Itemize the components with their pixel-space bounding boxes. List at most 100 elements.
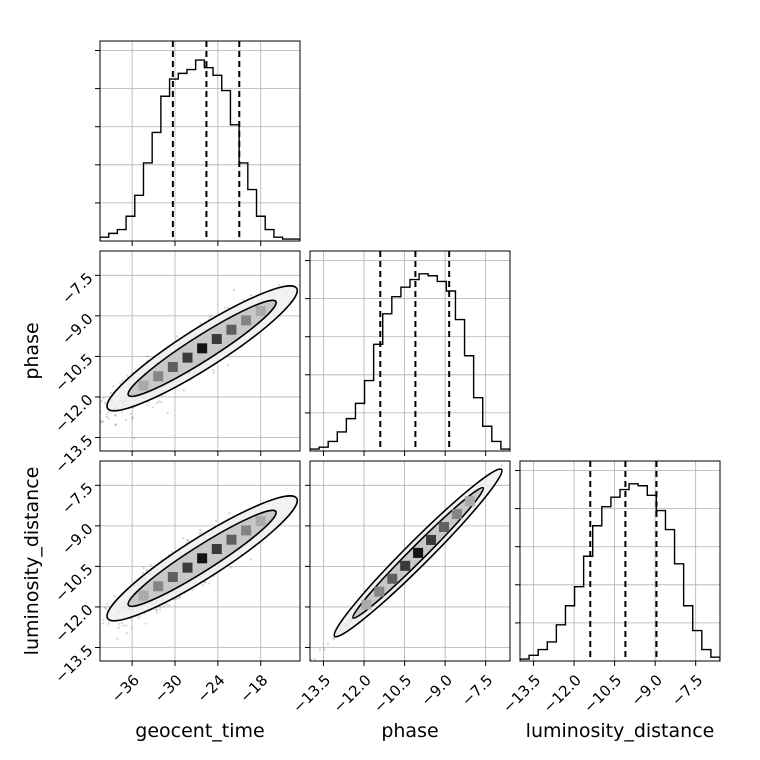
scatter-point: [100, 421, 103, 424]
density-bin: [451, 509, 462, 520]
scatter-point: [162, 605, 165, 608]
density-bin: [413, 547, 424, 558]
density-bins: [138, 306, 266, 391]
y-tick-label: −9.0: [58, 310, 96, 348]
density-bin: [153, 581, 164, 592]
density-bins: [138, 516, 266, 601]
scatter-point: [107, 417, 110, 420]
scatter-point: [155, 608, 159, 612]
density-bin: [182, 352, 193, 363]
density-bin: [255, 306, 266, 317]
scatter-point: [199, 322, 202, 325]
scatter-point: [232, 288, 235, 292]
density-bins: [361, 496, 475, 610]
density-bin: [241, 315, 252, 326]
scatter-point: [102, 420, 105, 424]
scatter-point: [130, 626, 133, 629]
x-tick-label: −30: [151, 671, 186, 706]
x-axis-label-geocent_time: geocent_time: [135, 720, 264, 742]
panel-frame: [309, 250, 511, 452]
scatter-point: [107, 622, 111, 625]
scatter-point: [155, 401, 158, 405]
scatter-point: [142, 566, 145, 570]
scatter-point: [102, 618, 105, 622]
scatter-point: [157, 400, 161, 403]
scatter-point: [170, 550, 173, 554]
scatter-point: [126, 374, 129, 378]
scatter-point: [203, 581, 206, 584]
scatter-point: [119, 382, 122, 385]
density-bin: [438, 522, 449, 533]
scatter-point: [101, 419, 104, 423]
gridlines: [100, 41, 300, 241]
scatter-point: [102, 397, 105, 400]
y-tick-label: −9.0: [58, 520, 96, 558]
scatter-point: [318, 648, 322, 651]
y-tick-label: −10.5: [51, 560, 96, 605]
scatter-point: [227, 306, 230, 309]
x-tick-label: −36: [108, 671, 143, 706]
density-bin: [387, 573, 398, 584]
scatter-point: [277, 283, 280, 286]
density-bin: [400, 560, 411, 571]
x-tick-label: −9.0: [627, 671, 665, 709]
x-axis-label-luminosity_distance: luminosity_distance: [526, 720, 715, 742]
panel-frame: [309, 460, 511, 662]
x-axis-label-phase: phase: [381, 720, 438, 742]
scatter-point: [212, 372, 215, 375]
scatter-point: [105, 413, 109, 416]
scatter-point: [146, 404, 149, 407]
scatter-point: [207, 317, 210, 321]
y-tick-label: −12.0: [51, 601, 96, 646]
scatter-point: [125, 632, 129, 635]
scatter-point: [152, 406, 155, 409]
density-bin: [197, 343, 208, 354]
scatter-point: [212, 369, 215, 372]
scatter-point: [229, 566, 232, 569]
scatter-point: [224, 306, 227, 309]
scatter-point: [214, 519, 218, 522]
gridlines: [310, 251, 510, 451]
density-bin: [361, 599, 372, 610]
x-tick-label: −24: [194, 671, 229, 706]
panel-frame: [99, 250, 301, 452]
scatter-point: [249, 558, 253, 561]
x-tick-label: −10.5: [580, 671, 625, 716]
density-bin: [255, 516, 266, 527]
scatter-point: [80, 632, 82, 634]
scatter-point: [165, 603, 168, 606]
scatter-point: [158, 605, 162, 609]
scatter-point: [125, 624, 128, 627]
histogram-step-geocent_time: [100, 59, 300, 241]
scatter-point: [187, 539, 190, 542]
scatter-point: [208, 315, 211, 318]
density-bin: [426, 534, 437, 545]
scatter-point: [144, 622, 147, 625]
gridlines: [520, 461, 720, 661]
scatter-point: [182, 389, 185, 392]
scatter-point: [226, 364, 230, 367]
x-tick-label: −7.5: [458, 671, 496, 709]
density-bin: [167, 361, 178, 372]
scatter-point: [117, 626, 120, 629]
x-tick-label: −12.0: [330, 671, 375, 716]
panel-frame: [99, 40, 301, 242]
scatter-point: [100, 399, 103, 403]
density-bin: [226, 534, 237, 545]
scatter-panel-geocent_time-luminosity_distance: −36 −30 −24 −18geocent_time−13.5−12.0−10.5−…: [21, 460, 301, 742]
scatter-point: [131, 416, 134, 419]
scatter-point: [105, 415, 108, 418]
density-bin: [153, 371, 164, 382]
density-bin: [241, 525, 252, 536]
scatter-point: [92, 630, 94, 632]
scatter-point: [114, 423, 117, 426]
hist-panel-geocent_time: [95, 40, 301, 246]
scatter-point: [204, 581, 207, 584]
scatter-point: [131, 417, 134, 420]
y-tick-label: −10.5: [51, 350, 96, 395]
scatter-point: [96, 626, 98, 628]
scatter-point: [120, 622, 124, 625]
y-tick-label: −7.5: [58, 479, 96, 517]
density-bin: [374, 586, 385, 597]
scatter-point: [102, 622, 105, 625]
